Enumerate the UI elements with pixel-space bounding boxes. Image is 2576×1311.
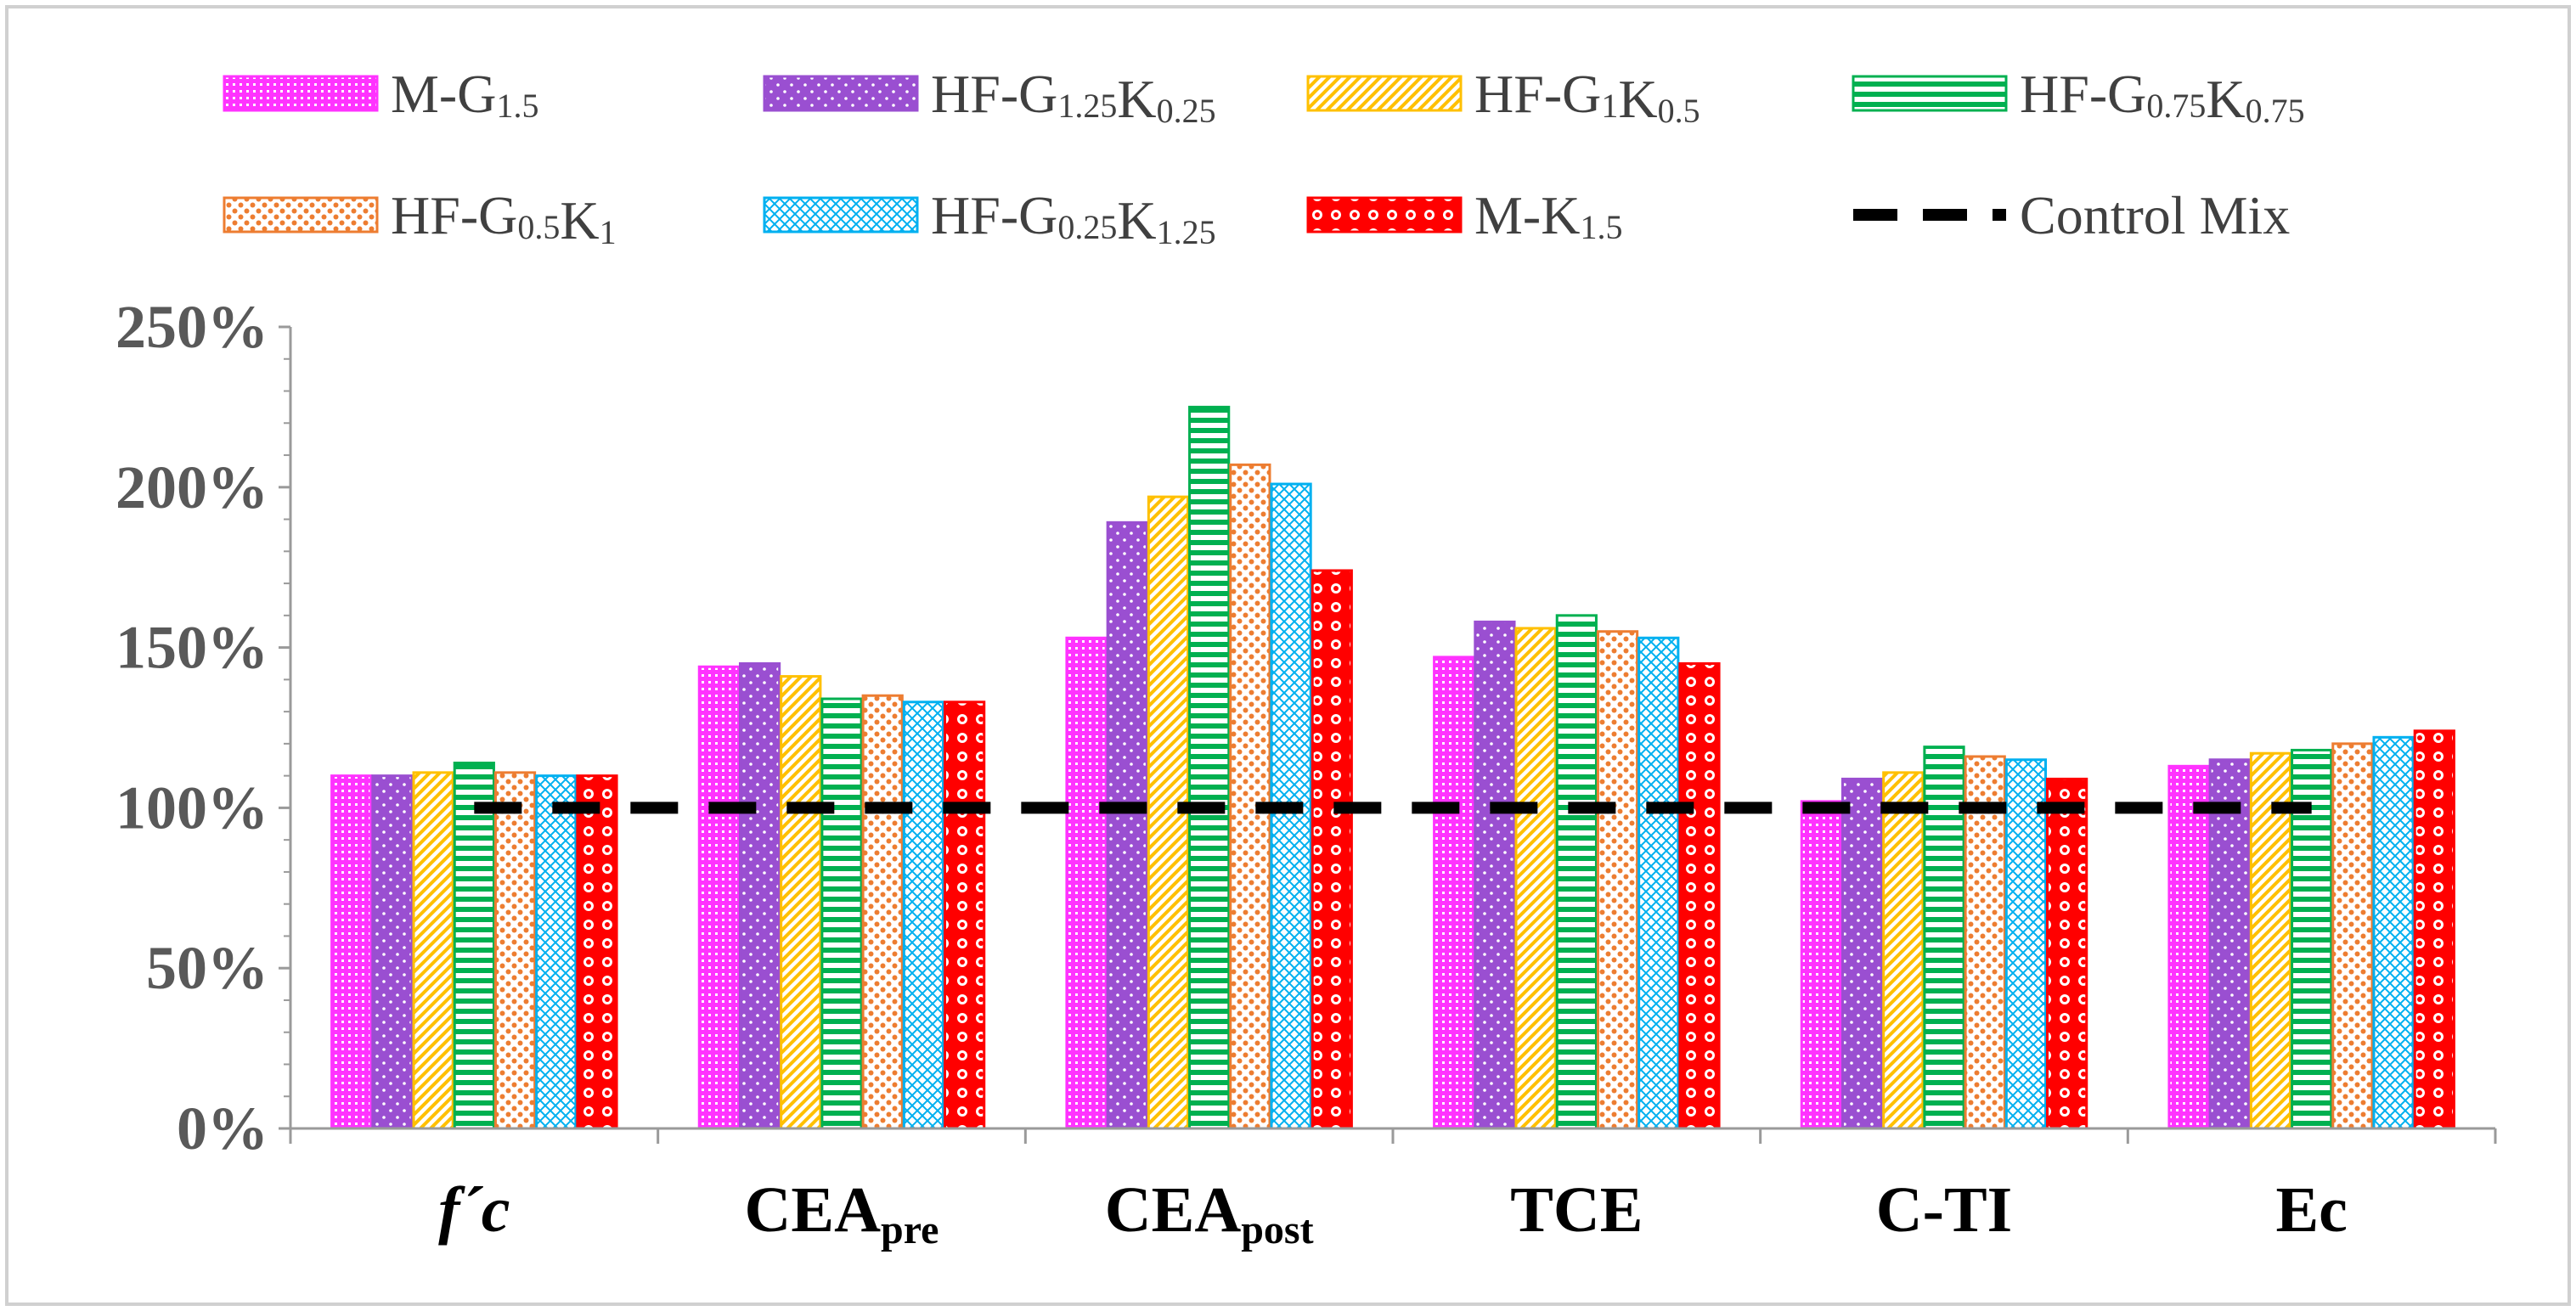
bar-HF-G0.25K1.25-f´c [535,774,578,1130]
x-category-label: CEApost [1105,1174,1314,1252]
bar-HF-G0.5K1-C-TI [1964,755,2006,1130]
y-tick-label: 50% [146,934,268,1002]
legend-item: M-G1.5 [223,64,538,125]
legend-swatch [1306,196,1463,234]
bar-M-K1.5-CEApre [944,701,986,1130]
legend-swatch [1306,75,1463,112]
x-axis: f´c CEApre CEApost TCE C-TI Ec [289,1127,2497,1252]
bar-M-G1.5-CEApost [1065,636,1108,1130]
legend-swatch [763,196,919,234]
bar-HF-G1K0.5-Ec [2249,751,2292,1130]
bar-HF-G0.75K0.75-f´c [453,762,495,1130]
bar-M-K1.5-f´c [576,774,618,1130]
x-category-label: f´c [438,1174,510,1246]
x-category-label: TCE [1510,1174,1643,1246]
x-category-label: CEApre [745,1174,939,1252]
y-tick-label: 0% [177,1094,268,1162]
y-tick-label: 100% [116,774,268,841]
y-tick-label: 150% [116,614,268,682]
bar-HF-G1.25K0.25-C-TI [1840,777,1884,1130]
bar-M-K1.5-Ec [2413,729,2455,1130]
bar-HF-G0.5K1-f´c [493,771,537,1130]
x-category-label: Ec [2275,1174,2347,1246]
legend-item: HF-G1K0.5 [1306,64,1700,130]
legend-item-control-mix: Control Mix [1853,185,2290,245]
legend-swatch [223,75,379,112]
bar-HF-G1K0.5-C-TI [1882,771,1925,1130]
bar-M-G1.5-f´c [330,774,373,1130]
bar-HF-G0.75K0.75-C-TI [1923,746,1965,1130]
legend-label: HF-G1.25K0.25 [931,64,1216,130]
legend-label: HF-G0.5K1 [391,185,617,251]
bar-HF-G0.25K1.25-CEApre [902,701,945,1130]
legend: M-G1.5 HF-G1.25K0.25 HF-G1K0.5 HF-G0.75K0.7… [223,64,2305,251]
legend-label: Control Mix [2020,185,2290,245]
y-axis: 0% 50% 100% 150% 200% 250% [116,293,292,1162]
legend-item: M-K1.5 [1306,185,1622,246]
bar-M-G1.5-TCE [1433,656,1475,1130]
legend-item: HF-G1.25K0.25 [763,64,1216,130]
legend-label: M-G1.5 [391,64,538,125]
bar-HF-G0.75K0.75-CEApost [1188,405,1231,1130]
bar-HF-G0.75K0.75-TCE [1555,614,1598,1130]
bar-HF-G0.5K1-TCE [1596,630,1639,1130]
bar-HF-G1.25K0.25-CEApost [1106,520,1148,1130]
legend-label: HF-G0.25K1.25 [931,185,1216,251]
bar-HF-G0.5K1-CEApost [1229,463,1271,1130]
y-tick-label: 250% [116,293,268,361]
legend-swatch [763,75,919,112]
bar-HF-G0.25K1.25-C-TI [2004,758,2048,1130]
bar-HF-G0.75K0.75-CEApre [820,697,863,1130]
legend-item: HF-G0.5K1 [223,185,617,251]
x-category-label: C-TI [1876,1174,2012,1246]
bar-M-G1.5-C-TI [1800,800,1842,1130]
legend-label: M-K1.5 [1474,185,1622,246]
bar-HF-G1K0.5-f´c [412,771,454,1130]
bar-HF-G1.25K0.25-CEApre [738,661,781,1130]
y-tick-label: 200% [116,453,268,521]
bar-M-G1.5-CEApre [697,665,740,1130]
bar-HF-G1K0.5-TCE [1514,627,1557,1130]
legend-item: HF-G0.75K0.75 [1852,64,2305,130]
bar-M-K1.5-CEApost [1311,569,1353,1130]
bar-HF-G0.5K1-CEApre [861,694,904,1130]
legend-label: HF-G1K0.5 [1474,64,1700,130]
legend-item: HF-G0.25K1.25 [763,185,1216,251]
bar-HF-G1.25K0.25-f´c [371,774,414,1130]
bar-M-K1.5-TCE [1678,661,1721,1130]
bar-HF-G1K0.5-CEApre [780,675,822,1130]
bar-HF-G1.25K0.25-Ec [2208,758,2251,1130]
bar-HF-G0.25K1.25-Ec [2372,735,2415,1130]
bar-M-K1.5-C-TI [2046,777,2088,1130]
bar-M-G1.5-Ec [2167,764,2210,1130]
legend-swatch [1852,75,2008,112]
bar-HF-G0.5K1-Ec [2331,742,2374,1130]
legend-label: HF-G0.75K0.75 [2020,64,2305,130]
bar-HF-G0.25K1.25-TCE [1637,636,1680,1130]
legend-swatch [223,196,379,234]
bar-HF-G1.25K0.25-TCE [1474,620,1516,1130]
